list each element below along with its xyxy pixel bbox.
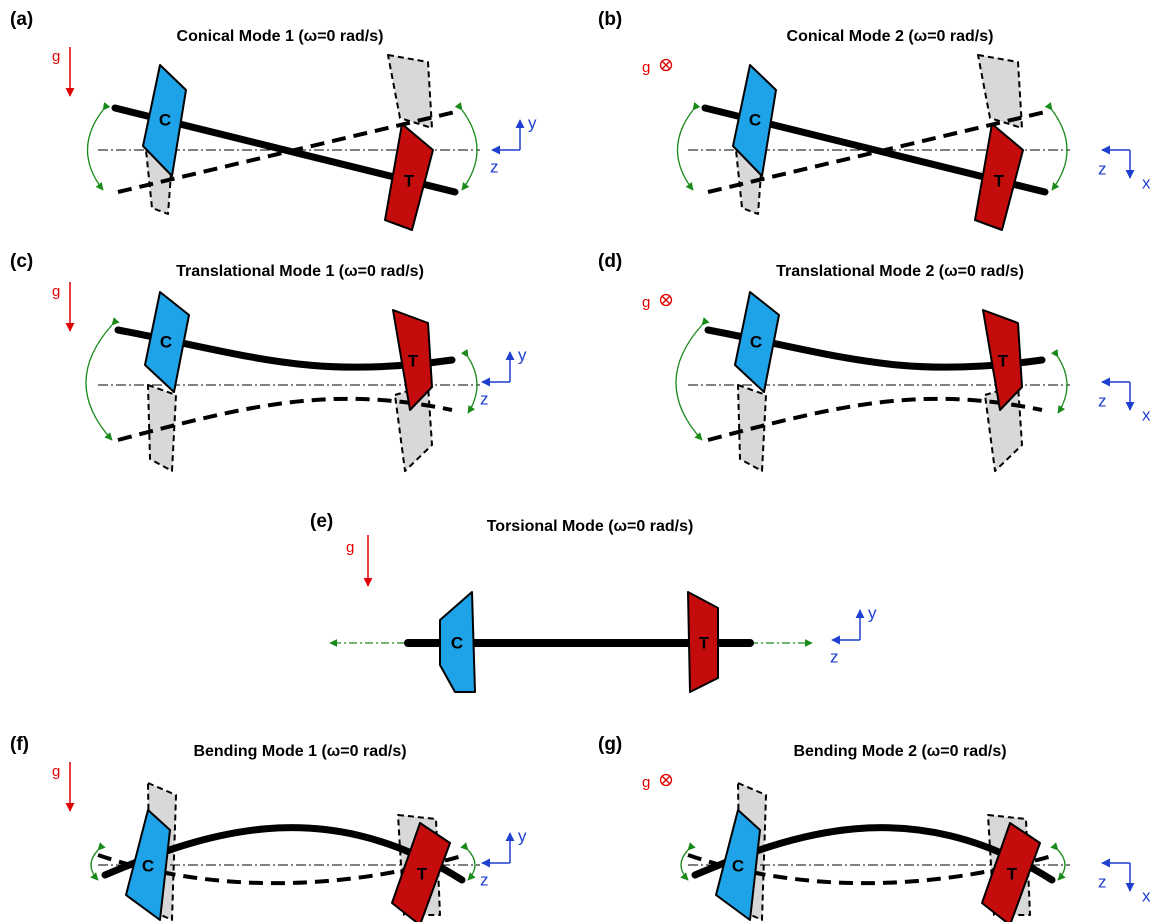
axis-label: x (1142, 405, 1150, 424)
axis-label: z (480, 389, 489, 408)
compressor-label: C (160, 332, 172, 351)
motion-arc (86, 325, 112, 440)
gravity-label: g (52, 283, 60, 300)
turbine-label: T (994, 171, 1005, 190)
panel-label: (a) (10, 9, 33, 30)
turbine-label: T (404, 171, 415, 190)
axis-label: z (1098, 391, 1107, 410)
panel-title: Bending Mode 1 (ω=0 rad/s) (193, 743, 406, 760)
turbine-label: T (1007, 864, 1018, 883)
compressor-label: C (732, 856, 744, 875)
gravity-label: g (642, 774, 650, 791)
axis-label: z (830, 647, 839, 666)
panel-title: Conical Mode 1 (ω=0 rad/s) (177, 28, 384, 45)
turbine-label: T (408, 351, 419, 370)
axis-label: z (1098, 159, 1107, 178)
panel-title: Bending Mode 2 (ω=0 rad/s) (793, 743, 1006, 760)
panel-title: Torsional Mode (ω=0 rad/s) (487, 518, 694, 535)
compressor-label: C (451, 633, 463, 652)
motion-arc (91, 850, 98, 880)
gravity-label: g (52, 763, 60, 780)
axis-label: y (868, 603, 877, 622)
axis-label: z (480, 870, 489, 889)
compressor-label: C (749, 110, 761, 129)
axis-label: x (1142, 173, 1150, 192)
axis-label: z (490, 157, 499, 176)
turbine-label: T (699, 633, 710, 652)
gravity-label: g (642, 59, 650, 76)
gravity-label: g (346, 539, 354, 556)
panel-title: Translational Mode 2 (ω=0 rad/s) (776, 263, 1024, 280)
compressor-label: C (142, 856, 154, 875)
panel-label: (c) (10, 251, 33, 272)
panel-title: Conical Mode 2 (ω=0 rad/s) (787, 28, 994, 45)
turbine-label: T (998, 351, 1009, 370)
axis-label: y (518, 826, 527, 845)
panel-label: (f) (10, 734, 29, 755)
compressor-label: C (159, 110, 171, 129)
figure: (a) Conical Mode 1 (ω=0 rad/s) g C Ty z (b) Con… (0, 0, 1150, 922)
turbine-label: T (417, 864, 428, 883)
compressor-label: C (750, 332, 762, 351)
axis-label: y (518, 345, 527, 364)
axis-label: x (1142, 886, 1150, 905)
gravity-label: g (642, 294, 650, 311)
motion-arc (676, 325, 702, 440)
motion-arc (681, 850, 688, 880)
panel-title: Translational Mode 1 (ω=0 rad/s) (176, 263, 424, 280)
panel-label: (g) (598, 734, 622, 755)
panel-label: (b) (598, 9, 622, 30)
panel-label: (e) (310, 511, 333, 532)
panel-label: (d) (598, 251, 622, 272)
page: (a) Conical Mode 1 (ω=0 rad/s) g C Ty z (b) Con… (0, 0, 1150, 922)
gravity-label: g (52, 48, 60, 65)
axis-label: y (528, 113, 537, 132)
axis-label: z (1098, 872, 1107, 891)
